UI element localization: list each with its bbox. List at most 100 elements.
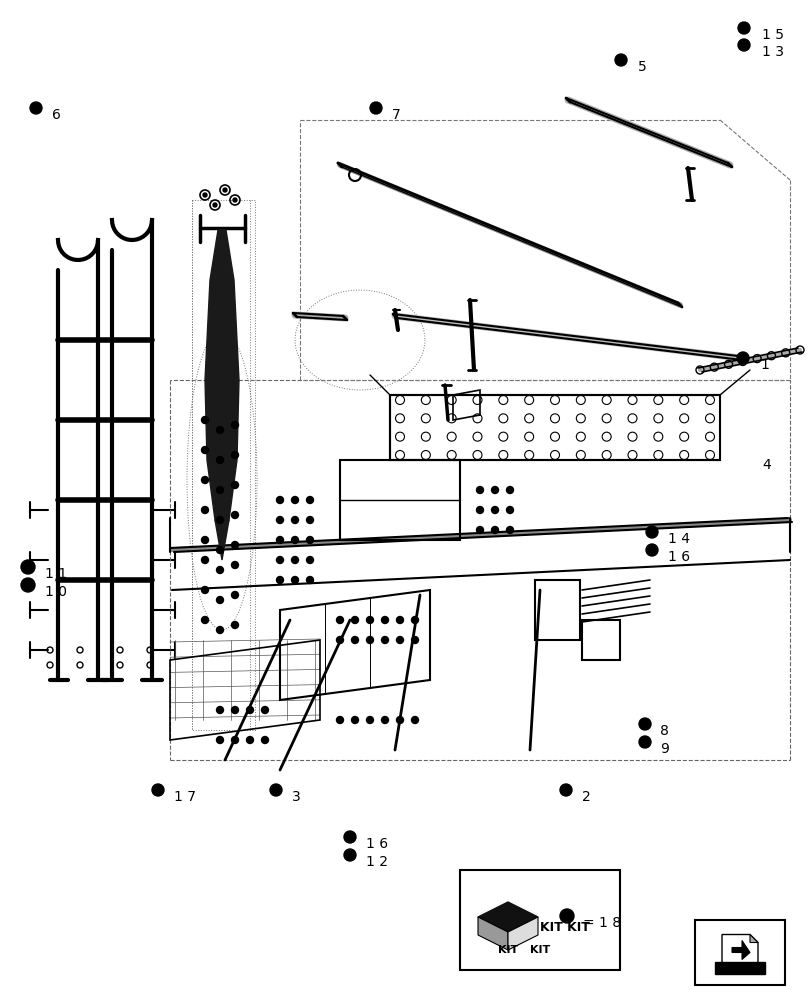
Circle shape bbox=[351, 616, 358, 624]
Circle shape bbox=[201, 416, 208, 424]
Text: 1 2: 1 2 bbox=[366, 855, 388, 869]
Circle shape bbox=[638, 718, 650, 730]
Circle shape bbox=[261, 736, 268, 744]
Text: KIT: KIT bbox=[530, 945, 549, 955]
Text: 1 6: 1 6 bbox=[667, 550, 689, 564]
Polygon shape bbox=[478, 917, 508, 950]
Circle shape bbox=[201, 586, 208, 593]
Polygon shape bbox=[721, 934, 757, 962]
Circle shape bbox=[506, 526, 513, 534]
Circle shape bbox=[560, 784, 571, 796]
Circle shape bbox=[231, 482, 238, 488]
Circle shape bbox=[351, 637, 358, 644]
Circle shape bbox=[201, 446, 208, 454]
Circle shape bbox=[381, 716, 388, 724]
Circle shape bbox=[217, 566, 223, 574]
Circle shape bbox=[366, 616, 373, 624]
Circle shape bbox=[396, 616, 403, 624]
Text: 3: 3 bbox=[292, 790, 300, 804]
Circle shape bbox=[646, 544, 657, 556]
Circle shape bbox=[737, 22, 749, 34]
Circle shape bbox=[247, 736, 253, 744]
Circle shape bbox=[21, 560, 35, 574]
Circle shape bbox=[231, 562, 238, 568]
Circle shape bbox=[30, 102, 42, 114]
Circle shape bbox=[217, 426, 223, 434]
Circle shape bbox=[291, 516, 298, 524]
Circle shape bbox=[217, 546, 223, 554]
Circle shape bbox=[306, 576, 313, 584]
Circle shape bbox=[21, 578, 35, 592]
Circle shape bbox=[396, 637, 403, 644]
Circle shape bbox=[231, 621, 238, 629]
Circle shape bbox=[231, 736, 238, 744]
Circle shape bbox=[291, 556, 298, 564]
Polygon shape bbox=[749, 934, 757, 942]
Text: 1 0: 1 0 bbox=[45, 585, 67, 599]
Text: KIT: KIT bbox=[497, 945, 517, 955]
Circle shape bbox=[491, 526, 498, 534]
Circle shape bbox=[217, 456, 223, 464]
Circle shape bbox=[737, 39, 749, 51]
Circle shape bbox=[646, 526, 657, 538]
Circle shape bbox=[306, 556, 313, 564]
Circle shape bbox=[476, 487, 483, 493]
Circle shape bbox=[231, 452, 238, 458]
Text: 1 3: 1 3 bbox=[761, 45, 783, 59]
Text: 5: 5 bbox=[637, 60, 646, 74]
Circle shape bbox=[231, 542, 238, 548]
Polygon shape bbox=[478, 902, 538, 932]
Polygon shape bbox=[714, 962, 764, 974]
Circle shape bbox=[491, 487, 498, 493]
Circle shape bbox=[231, 422, 238, 428]
Circle shape bbox=[247, 706, 253, 714]
Text: 1: 1 bbox=[759, 358, 768, 372]
Circle shape bbox=[277, 496, 283, 504]
Circle shape bbox=[506, 487, 513, 493]
Circle shape bbox=[201, 616, 208, 624]
Text: 9: 9 bbox=[659, 742, 668, 756]
Circle shape bbox=[231, 706, 238, 714]
Circle shape bbox=[231, 591, 238, 598]
Text: 1 6: 1 6 bbox=[366, 837, 388, 851]
Circle shape bbox=[203, 193, 207, 197]
Circle shape bbox=[411, 716, 418, 724]
Circle shape bbox=[152, 784, 164, 796]
Polygon shape bbox=[204, 230, 238, 540]
Text: 1 4: 1 4 bbox=[667, 532, 689, 546]
Text: 8: 8 bbox=[659, 724, 668, 738]
Circle shape bbox=[201, 477, 208, 484]
Circle shape bbox=[201, 536, 208, 544]
Circle shape bbox=[491, 506, 498, 514]
Text: = 1 8: = 1 8 bbox=[582, 916, 620, 930]
Circle shape bbox=[381, 637, 388, 644]
Circle shape bbox=[476, 526, 483, 534]
Polygon shape bbox=[731, 940, 749, 959]
Circle shape bbox=[336, 616, 343, 624]
Circle shape bbox=[270, 784, 281, 796]
Circle shape bbox=[506, 506, 513, 514]
Circle shape bbox=[217, 596, 223, 603]
Circle shape bbox=[217, 736, 223, 744]
Circle shape bbox=[381, 616, 388, 624]
Polygon shape bbox=[508, 917, 538, 950]
Circle shape bbox=[411, 616, 418, 624]
Circle shape bbox=[261, 706, 268, 714]
Text: 1 5: 1 5 bbox=[761, 28, 783, 42]
Text: 2: 2 bbox=[581, 790, 590, 804]
Circle shape bbox=[736, 352, 748, 364]
Circle shape bbox=[217, 516, 223, 524]
Circle shape bbox=[411, 637, 418, 644]
Circle shape bbox=[476, 506, 483, 514]
Circle shape bbox=[344, 831, 355, 843]
Text: 7: 7 bbox=[392, 108, 401, 122]
Circle shape bbox=[560, 909, 573, 923]
Circle shape bbox=[306, 536, 313, 544]
Circle shape bbox=[366, 716, 373, 724]
Circle shape bbox=[231, 512, 238, 518]
Polygon shape bbox=[215, 520, 229, 560]
Circle shape bbox=[277, 556, 283, 564]
Circle shape bbox=[291, 536, 298, 544]
Circle shape bbox=[212, 203, 217, 207]
Circle shape bbox=[277, 516, 283, 524]
